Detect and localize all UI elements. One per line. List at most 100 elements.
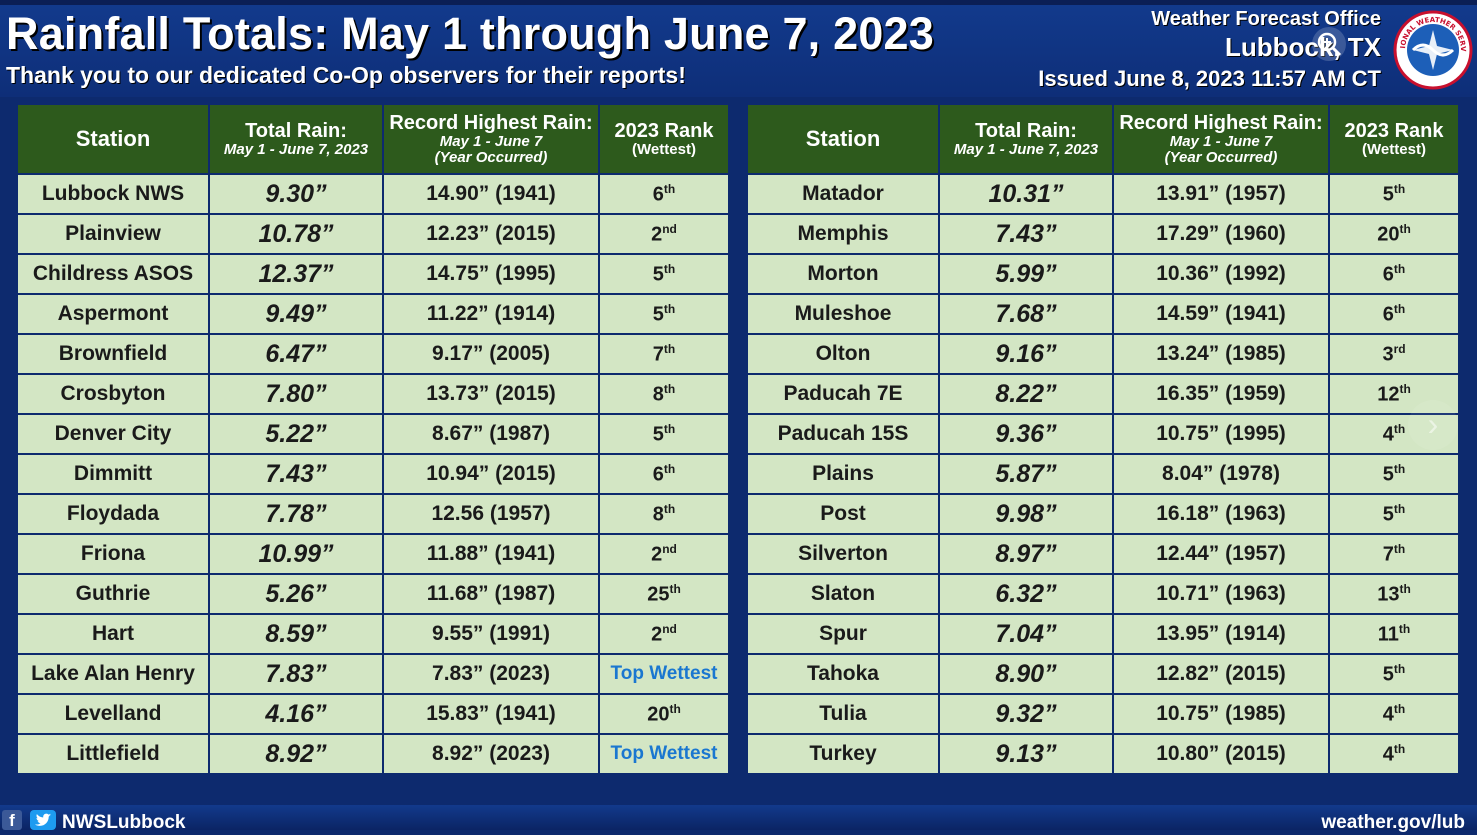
col-record-header: Record Highest Rain: May 1 - June 7 (Year …	[382, 103, 600, 175]
total-rain-cell: 9.49”	[208, 293, 384, 335]
rank-suffix: th	[663, 421, 676, 436]
page-subtitle: Thank you to our dedicated Co-Op observe…	[6, 62, 686, 88]
rank-cell: 2nd	[598, 213, 730, 255]
total-rain-cell: 10.31”	[938, 173, 1114, 215]
facebook-icon[interactable]: f	[2, 810, 22, 830]
station-cell: Muleshoe	[746, 293, 940, 335]
station-cell: Paducah 7E	[746, 373, 940, 415]
rank-number: 5	[652, 423, 664, 446]
table-header-row: Station Total Rain: May 1 - June 7, 2023 …	[16, 103, 730, 175]
table-row: Matador 10.31” 13.91” (1957) 5th	[746, 173, 1460, 215]
social-handle[interactable]: NWSLubbock	[62, 812, 186, 833]
rank-cell: 4th	[1328, 693, 1460, 735]
rank-number: 20	[1377, 223, 1400, 246]
nws-logo: NATIONAL WEATHER SERVICE	[1390, 4, 1473, 90]
twitter-icon[interactable]	[30, 810, 56, 830]
total-rain-cell: 5.87”	[938, 453, 1114, 495]
rainfall-table-right: Station Total Rain: May 1 - June 7, 2023 …	[746, 103, 1460, 775]
rank-number: 20	[647, 703, 670, 726]
rank-suffix: th	[663, 261, 676, 276]
record-rain-cell: 9.17” (2005)	[382, 333, 600, 375]
rank-suffix: nd	[662, 221, 677, 236]
total-rain-cell: 8.59”	[208, 613, 384, 655]
rank-number: 8	[652, 503, 664, 526]
total-rain-cell: 5.22”	[208, 413, 384, 455]
station-cell: Plainview	[16, 213, 210, 255]
rank-number: 11	[1377, 623, 1399, 646]
station-cell: Paducah 15S	[746, 413, 940, 455]
station-cell: Littlefield	[16, 733, 210, 775]
record-rain-cell: 8.92” (2023)	[382, 733, 600, 775]
zoom-in-icon[interactable]	[1312, 27, 1346, 61]
rank-suffix: th	[1393, 421, 1406, 436]
top-border	[0, 0, 1477, 5]
total-rain-cell: 9.30”	[208, 173, 384, 215]
record-rain-cell: 16.18” (1963)	[1112, 493, 1330, 535]
record-rain-cell: 10.94” (2015)	[382, 453, 600, 495]
station-cell: Slaton	[746, 573, 940, 615]
rank-number: 25	[647, 583, 670, 606]
station-cell: Brownfield	[16, 333, 210, 375]
rank-number: 2	[651, 623, 663, 646]
rank-cell: 8th	[598, 493, 730, 535]
record-rain-cell: 13.95” (1914)	[1112, 613, 1330, 655]
record-rain-cell: 12.82” (2015)	[1112, 653, 1330, 695]
station-cell: Levelland	[16, 693, 210, 735]
table-row: Levelland 4.16” 15.83” (1941) 20th	[16, 693, 730, 735]
rank-number: 2	[651, 543, 663, 566]
record-rain-cell: 11.22” (1914)	[382, 293, 600, 335]
rank-number: 6	[652, 183, 664, 206]
rank-cell: 25th	[598, 573, 730, 615]
table-row: Lubbock NWS 9.30” 14.90” (1941) 6th	[16, 173, 730, 215]
website-link[interactable]: weather.gov/lub	[1321, 812, 1465, 833]
table-row: Morton 5.99” 10.36” (1992) 6th	[746, 253, 1460, 295]
rank-suffix: th	[1399, 581, 1411, 596]
right-table-body: Matador 10.31” 13.91” (1957) 5th Memphis 7.43…	[746, 173, 1460, 775]
col-record-header: Record Highest Rain: May 1 - June 7 (Year …	[1112, 103, 1330, 175]
rank-cell: 6th	[1328, 293, 1460, 335]
station-cell: Lake Alan Henry	[16, 653, 210, 695]
rank-suffix: th	[669, 701, 681, 716]
next-arrow-icon[interactable]: ›	[1408, 400, 1458, 450]
total-rain-cell: 10.78”	[208, 213, 384, 255]
rank-number: 5	[652, 263, 664, 286]
rank-cell: 20th	[1328, 213, 1460, 255]
rank-cell: 4th	[1328, 733, 1460, 775]
table-row: Paducah 15S 9.36” 10.75” (1995) 4th	[746, 413, 1460, 455]
total-rain-cell: 10.99”	[208, 533, 384, 575]
station-cell: Morton	[746, 253, 940, 295]
rank-suffix: th	[1393, 501, 1406, 516]
total-rain-cell: 9.36”	[938, 413, 1114, 455]
col-total-header: Total Rain: May 1 - June 7, 2023	[938, 103, 1114, 175]
rank-number: 5	[1382, 663, 1394, 686]
station-cell: Silverton	[746, 533, 940, 575]
rainfall-table-left: Station Total Rain: May 1 - June 7, 2023 …	[16, 103, 730, 775]
rank-number: 3	[1382, 343, 1394, 366]
rank-suffix: th	[1393, 701, 1406, 716]
rank-cell: 2nd	[598, 613, 730, 655]
rank-suffix: th	[663, 381, 676, 396]
table-row: Littlefield 8.92” 8.92” (2023) Top Wettest	[16, 733, 730, 775]
total-rain-cell: 9.16”	[938, 333, 1114, 375]
record-rain-cell: 10.71” (1963)	[1112, 573, 1330, 615]
station-cell: Denver City	[16, 413, 210, 455]
station-cell: Hart	[16, 613, 210, 655]
station-cell: Spur	[746, 613, 940, 655]
rank-cell: 5th	[598, 253, 730, 295]
rank-cell: 5th	[1328, 653, 1460, 695]
table-row: Friona 10.99” 11.88” (1941) 2nd	[16, 533, 730, 575]
rank-cell: 5th	[1328, 453, 1460, 495]
table-row: Spur 7.04” 13.95” (1914) 11th	[746, 613, 1460, 655]
record-rain-cell: 13.73” (2015)	[382, 373, 600, 415]
rank-cell: 6th	[598, 453, 730, 495]
rank-cell: 3rd	[1328, 333, 1460, 375]
rank-suffix: th	[1393, 541, 1406, 556]
table-row: Crosbyton 7.80” 13.73” (2015) 8th	[16, 373, 730, 415]
rank-suffix: th	[1393, 741, 1406, 756]
table-row: Lake Alan Henry 7.83” 7.83” (2023) Top Wett…	[16, 653, 730, 695]
table-row: Hart 8.59” 9.55” (1991) 2nd	[16, 613, 730, 655]
office-name: Weather Forecast Office	[1151, 8, 1381, 30]
table-row: Tulia 9.32” 10.75” (1985) 4th	[746, 693, 1460, 735]
total-rain-cell: 9.98”	[938, 493, 1114, 535]
rank-number: 6	[1382, 303, 1394, 326]
